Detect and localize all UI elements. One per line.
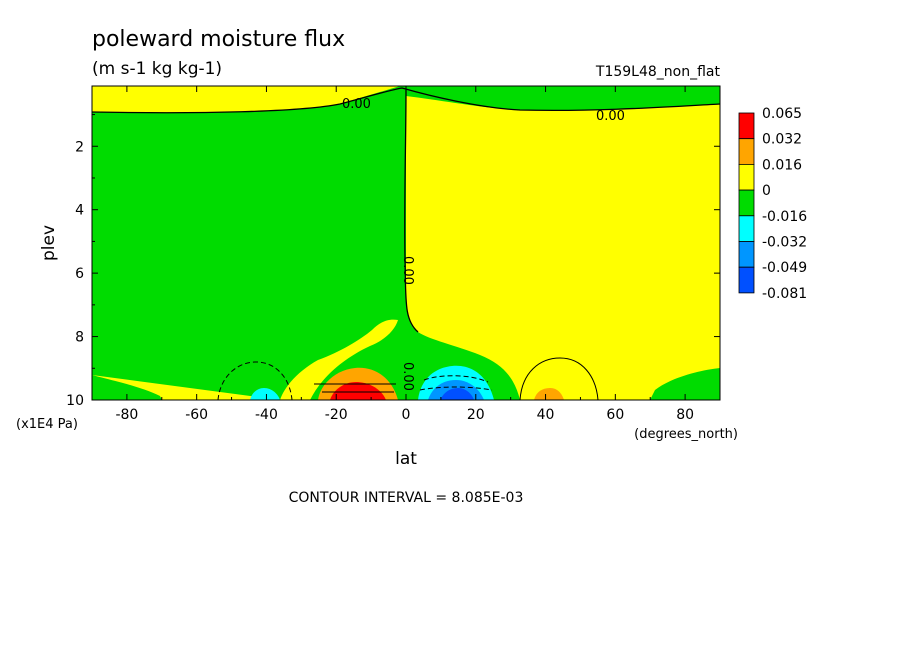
color-legend: 0.065 0.032 0.016 0 -0.016 -0.032 -0.049 -0.081 bbox=[738, 106, 807, 302]
x-tick-label: -20 bbox=[325, 407, 348, 423]
contour-interval: CONTOUR INTERVAL = 8.085E-03 bbox=[289, 490, 524, 506]
x-tick-label: 40 bbox=[537, 407, 555, 423]
field-positive-sh-bottom bbox=[92, 319, 398, 400]
legend-level-label: 0 bbox=[762, 183, 771, 199]
chart-units: (m s-1 kg kg-1) bbox=[92, 59, 222, 79]
x-tick-label: -40 bbox=[255, 407, 278, 423]
y-tick-label: 10 bbox=[66, 393, 84, 409]
legend-level-label: 0.016 bbox=[762, 157, 802, 173]
legend-swatch bbox=[738, 241, 755, 268]
x-tick-label: 60 bbox=[606, 407, 624, 423]
legend-level-label: -0.016 bbox=[762, 209, 807, 225]
x-tick-label: -80 bbox=[115, 407, 138, 423]
legend-swatch bbox=[738, 189, 755, 217]
y-axis-label: plev bbox=[39, 225, 59, 261]
x-tick-label: 20 bbox=[467, 407, 485, 423]
run-label: T159L48_non_flat bbox=[595, 64, 721, 80]
x-tick-label: 80 bbox=[676, 407, 694, 423]
chart-title: poleward moisture flux bbox=[92, 27, 345, 52]
zero-label-1: 0.00 bbox=[342, 97, 371, 112]
x-tick-label: 0 bbox=[402, 407, 411, 423]
y-tick-label: 2 bbox=[75, 139, 84, 155]
field-negative-sh-cell bbox=[250, 388, 280, 400]
legend-level-label: -0.081 bbox=[762, 286, 807, 302]
legend-level-label: -0.049 bbox=[762, 260, 807, 276]
plot-area: 0.00 0.00 0.00 0.00 bbox=[91, 85, 721, 401]
zero-label-2: 0.00 bbox=[596, 109, 625, 124]
y-axis-units: (x1E4 Pa) bbox=[16, 417, 78, 432]
y-tick-label: 8 bbox=[75, 330, 84, 346]
zero-label-3: 0.00 bbox=[400, 256, 415, 285]
legend-level-label: -0.032 bbox=[762, 235, 807, 251]
legend-swatch bbox=[738, 266, 755, 294]
x-axis-label: lat bbox=[395, 449, 417, 469]
legend-swatch bbox=[738, 163, 755, 191]
legend-swatch bbox=[738, 138, 755, 165]
y-tick-label: 4 bbox=[75, 203, 84, 219]
field-positive-nh bbox=[406, 96, 720, 400]
x-axis-units: (degrees_north) bbox=[634, 427, 738, 442]
field-negative-darkblue bbox=[440, 388, 474, 400]
field-positive-red bbox=[330, 382, 386, 400]
zero-contour-top bbox=[91, 87, 721, 114]
field-positive-nh-cell bbox=[534, 388, 564, 400]
legend-swatch bbox=[738, 112, 755, 140]
zero-label-4: 0.00 bbox=[400, 362, 415, 391]
legend-level-label: 0.065 bbox=[762, 106, 802, 122]
x-axis: -80 -60 -40 -20 0 20 40 60 80 bbox=[91, 86, 721, 423]
y-axis: 2 4 6 8 10 bbox=[66, 114, 720, 409]
legend-level-label: 0.032 bbox=[762, 132, 802, 148]
zero-contour-equator bbox=[404, 89, 419, 333]
legend-swatch bbox=[738, 215, 755, 242]
y-tick-label: 6 bbox=[75, 266, 84, 282]
x-tick-label: -60 bbox=[185, 407, 208, 423]
